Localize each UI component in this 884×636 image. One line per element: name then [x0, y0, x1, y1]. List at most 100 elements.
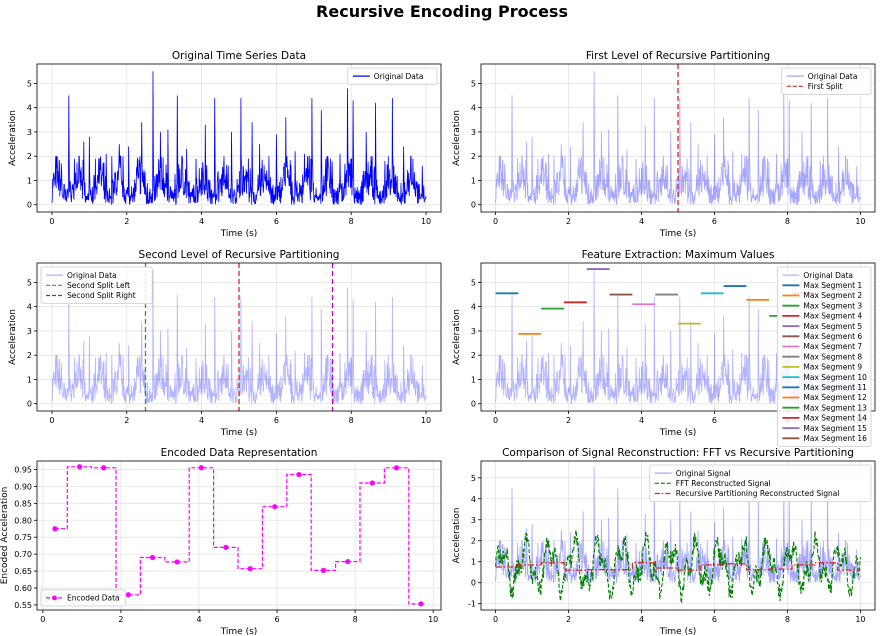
y-tick-label: 0.95 [14, 465, 32, 474]
legend-label: Original Data [808, 72, 858, 81]
x-tick-label: 0 [493, 416, 498, 425]
y-tick-label: 0.70 [14, 550, 32, 559]
x-tick-label: 0 [493, 615, 498, 624]
encoded-point [320, 567, 327, 573]
y-tick-label: 4 [471, 495, 476, 504]
x-axis-label: Time (s) [659, 428, 697, 438]
x-tick-label: 4 [199, 416, 204, 425]
x-tick-label: 10 [421, 217, 431, 226]
x-axis-label: Time (s) [220, 229, 258, 239]
x-tick-label: 2 [124, 416, 129, 425]
legend-label: Max Segment 11 [803, 383, 867, 392]
y-tick-label: 2 [27, 152, 32, 161]
chart-panel-5: 0 2 4 6 8 10 0.55 0.60 0.65 0.70 0.75 0.80 0.85 0.90 0… [0, 447, 442, 636]
encoded-point [101, 465, 107, 471]
y-tick-label: 5 [27, 79, 32, 88]
x-tick-label: 6 [274, 217, 279, 226]
y-tick-label: -1 [468, 600, 476, 609]
legend-label: Max Segment 6 [803, 332, 862, 341]
legend: Encoded Data [40, 589, 127, 607]
chart-panel-6: 0 2 4 6 8 10 -1 0 1 2 3 4 5 Comparison of Signal Reco… [452, 447, 876, 636]
chart-title: Feature Extraction: Maximum Values [582, 249, 775, 261]
encoded-point [272, 504, 278, 510]
x-tick-label: 10 [855, 615, 865, 624]
x-tick-label: 2 [566, 416, 571, 425]
encoded-point [52, 526, 58, 532]
legend-box [781, 67, 872, 95]
x-tick-label: 2 [566, 217, 571, 226]
encoded-point [76, 464, 83, 470]
x-tick-label: 6 [275, 615, 280, 624]
x-tick-label: 10 [855, 217, 865, 226]
x-axis-label: Time (s) [659, 229, 697, 239]
chart-title: Comparison of Signal Reconstruction: FFT… [502, 447, 854, 459]
axes-frame [36, 460, 442, 611]
x-tick-label: 0 [49, 217, 54, 226]
signal-line [495, 467, 861, 584]
x-tick-label: 6 [274, 416, 279, 425]
y-tick-label: 4 [27, 104, 32, 113]
y-tick-label: 2 [471, 351, 476, 360]
y-tick-label: 5 [471, 474, 476, 483]
encoded-point [296, 471, 302, 478]
chart-title: Second Level of Recursive Partitioning [139, 249, 340, 261]
chart-panel-4: 0246810012345Feature Extraction: Maximum… [452, 249, 876, 447]
encoded-point [345, 558, 351, 565]
legend-label: Original Data [374, 72, 424, 81]
y-tick-label: 2 [471, 152, 476, 161]
y-tick-label: 0.80 [14, 516, 32, 525]
y-tick-label: 4 [471, 303, 476, 312]
y-tick-label: 5 [27, 278, 32, 287]
y-tick-label: 2 [471, 537, 476, 546]
x-axis-label: Time (s) [659, 627, 697, 636]
y-axis-label: Acceleration [8, 110, 18, 166]
y-axis-label: Acceleration [452, 508, 462, 564]
y-tick-label: 4 [27, 303, 32, 312]
y-tick-label: 5 [471, 278, 476, 287]
legend-marker [52, 595, 57, 601]
y-axis-label: Acceleration [452, 309, 462, 365]
y-tick-label: 1 [471, 176, 476, 185]
y-tick-label: 1 [27, 375, 32, 384]
legend-box [347, 67, 438, 85]
y-tick-label: 1 [471, 375, 476, 384]
y-tick-label: 0.55 [14, 601, 32, 610]
x-tick-label: 10 [428, 615, 438, 624]
chart-title: Encoded Data Representation [161, 447, 318, 459]
encoded-step-line [55, 466, 422, 605]
plot-area [495, 467, 861, 605]
y-tick-label: 3 [471, 327, 476, 336]
x-tick-label: 10 [421, 416, 431, 425]
legend-label: Original Signal [676, 469, 731, 478]
legend-label: Recursive Partitioning Reconstructed Sig… [676, 489, 840, 498]
y-axis-label: Encoded Acceleration [0, 487, 10, 585]
x-tick-label: 0 [49, 416, 54, 425]
encoded-point [418, 601, 424, 607]
legend-label: Max Segment 10 [803, 373, 867, 382]
x-tick-label: 0 [40, 615, 45, 624]
y-tick-label: 0.60 [14, 584, 32, 593]
chart-panel-3: 0 2 4 6 8 10 0 1 2 3 4 5 Second Level of Recursive P… [8, 249, 442, 438]
encoded-point [223, 544, 229, 550]
legend-label: Second Split Right [67, 291, 136, 300]
y-tick-label: 0.85 [14, 499, 32, 508]
legend-label: Original Data [67, 271, 117, 280]
x-tick-label: 0 [493, 217, 498, 226]
encoded-point [125, 592, 131, 598]
axes-frame [480, 63, 876, 213]
encoded-point [369, 480, 375, 486]
x-tick-label: 2 [124, 217, 129, 226]
y-tick-label: 5 [471, 79, 476, 88]
legend-box [40, 266, 153, 304]
x-tick-label: 4 [196, 615, 201, 624]
x-tick-label: 6 [712, 217, 717, 226]
plot-area [52, 464, 424, 607]
legend-label: Max Segment 14 [803, 414, 867, 423]
encoded-point [149, 554, 156, 561]
x-tick-label: 6 [712, 416, 717, 425]
y-axis-label: Acceleration [8, 309, 18, 365]
chart-title: Original Time Series Data [172, 50, 306, 62]
